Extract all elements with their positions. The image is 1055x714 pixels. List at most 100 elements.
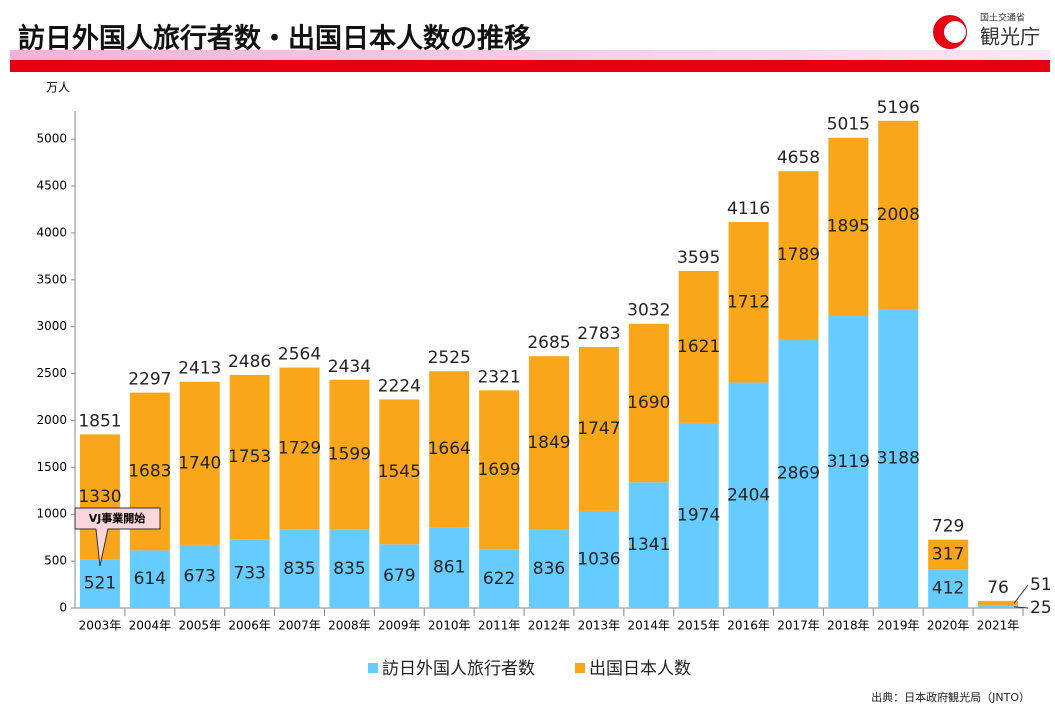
x-tick-label: 2014年: [628, 619, 671, 633]
bar-segment: [678, 270, 719, 423]
value-label: 836: [533, 559, 565, 579]
total-label: 1851: [78, 411, 121, 431]
value-label: 835: [283, 559, 315, 579]
legend-label: 訪日外国人旅行者数: [382, 659, 535, 679]
bar-segment: [529, 356, 569, 530]
bar-segment: [878, 120, 919, 310]
bar-segment: [928, 569, 969, 608]
y-tick-label: 0: [59, 601, 67, 615]
bar-segment: [678, 422, 719, 608]
bar-segment: [978, 605, 1019, 608]
y-tick-label: 4500: [36, 179, 67, 193]
bar-segment: [429, 527, 470, 608]
value-label: 2008: [877, 205, 920, 225]
x-tick-label: 2009年: [378, 619, 421, 633]
value-label: 679: [383, 566, 415, 586]
value-label: 412: [932, 579, 964, 599]
total-label: 2297: [128, 370, 171, 390]
total-label: 76: [987, 578, 1009, 598]
y-tick-label: 5000: [36, 132, 67, 146]
value-label: 1712: [727, 292, 770, 312]
value-label: 1699: [477, 460, 520, 480]
bar-segment: [329, 379, 370, 530]
x-tick-label: 2003年: [79, 619, 122, 633]
value-label: 1330: [78, 487, 121, 507]
bar-segment: [179, 544, 220, 608]
total-label: 4658: [777, 148, 820, 168]
value-label: 521: [84, 574, 116, 594]
y-tick-label: 3000: [36, 319, 67, 333]
legend-label: 出国日本人数: [589, 659, 691, 679]
bar-segment: [828, 137, 869, 316]
total-label: 729: [932, 517, 964, 537]
y-tick-label: 4000: [36, 225, 67, 239]
x-tick-label: 2020年: [927, 619, 970, 633]
bar-segment: [229, 374, 270, 540]
x-tick-label: 2019年: [877, 619, 920, 633]
value-label: 2869: [777, 463, 820, 483]
value-label: 1341: [627, 535, 670, 555]
total-label: 5015: [827, 115, 870, 135]
y-tick-label: 3500: [36, 272, 67, 286]
logo-mark-inner: [944, 21, 966, 43]
x-tick-label: 2005年: [178, 619, 221, 633]
total-label: 2486: [228, 352, 271, 372]
header-line: [10, 60, 1050, 72]
legend-swatch: [368, 663, 378, 673]
bar-segment: [279, 367, 320, 530]
value-label: 733: [233, 564, 265, 584]
x-tick-label: 2004年: [129, 619, 172, 633]
value-label: 317: [932, 545, 964, 565]
bar-segment: [778, 338, 819, 608]
value-label: 622: [483, 569, 515, 589]
bar-segment: [129, 550, 170, 608]
bar-segment: [828, 315, 869, 608]
bar-segment: [728, 382, 769, 608]
bar-segment: [529, 529, 569, 608]
value-label: 1683: [128, 462, 171, 482]
value-label: 1599: [328, 445, 371, 465]
total-label: 2525: [428, 348, 471, 368]
bar-segment: [578, 347, 619, 511]
value-label: 835: [333, 559, 365, 579]
bar-segment: [628, 323, 669, 483]
total-label: 2685: [527, 333, 570, 353]
value-label: 1664: [428, 439, 471, 459]
x-tick-label: 2006年: [228, 619, 271, 633]
value-label: 3188: [877, 449, 920, 469]
annotation-text: VJ事業開始: [89, 511, 146, 525]
bar-segment: [479, 390, 520, 550]
x-tick-label: 2011年: [478, 619, 521, 633]
x-tick-label: 2021年: [977, 619, 1020, 633]
value-label: 614: [134, 569, 166, 589]
bar-segment: [179, 381, 220, 545]
x-tick-label: 2010年: [428, 619, 471, 633]
bar-segment: [878, 309, 919, 608]
value-label: 1895: [827, 217, 870, 237]
value-label: 3119: [827, 452, 870, 472]
value-label: 25: [1030, 598, 1052, 618]
bar-segment: [429, 371, 470, 528]
total-label: 4116: [727, 199, 770, 219]
source: 出典：日本政府観光局（JNTO）: [871, 690, 1030, 704]
bar-segment: [978, 600, 1019, 606]
bar-segment: [79, 559, 120, 608]
total-label: 2224: [378, 376, 421, 396]
ministry: 国土交通省: [980, 12, 1025, 24]
bar-segment: [329, 529, 370, 608]
value-label: 1545: [378, 462, 421, 482]
bar-segment: [628, 482, 669, 608]
x-tick-label: 2018年: [827, 619, 870, 633]
value-label: 1974: [677, 505, 720, 525]
total-label: 3595: [677, 248, 720, 268]
agency: 観光庁: [980, 25, 1040, 49]
leader-line: [1013, 584, 1029, 604]
value-label: 1740: [178, 453, 221, 473]
value-label: 1621: [677, 337, 720, 357]
x-tick-label: 2007年: [278, 619, 321, 633]
total-label: 2783: [577, 324, 620, 344]
total-label: 2434: [328, 357, 371, 377]
y-tick-label: 2000: [36, 413, 67, 427]
x-tick-label: 2015年: [677, 619, 720, 633]
value-label: 1849: [527, 433, 570, 453]
